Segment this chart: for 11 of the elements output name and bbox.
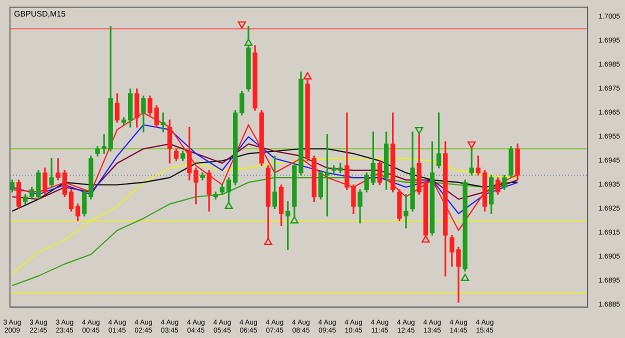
point [415,126,424,134]
point [244,38,253,46]
chart-title: GBPUSD,M15 [14,9,66,18]
point [290,216,299,224]
point [264,238,272,246]
point [238,21,246,29]
point [468,141,476,149]
point [422,235,430,243]
point [224,202,233,210]
point [303,72,312,80]
point [460,274,470,282]
